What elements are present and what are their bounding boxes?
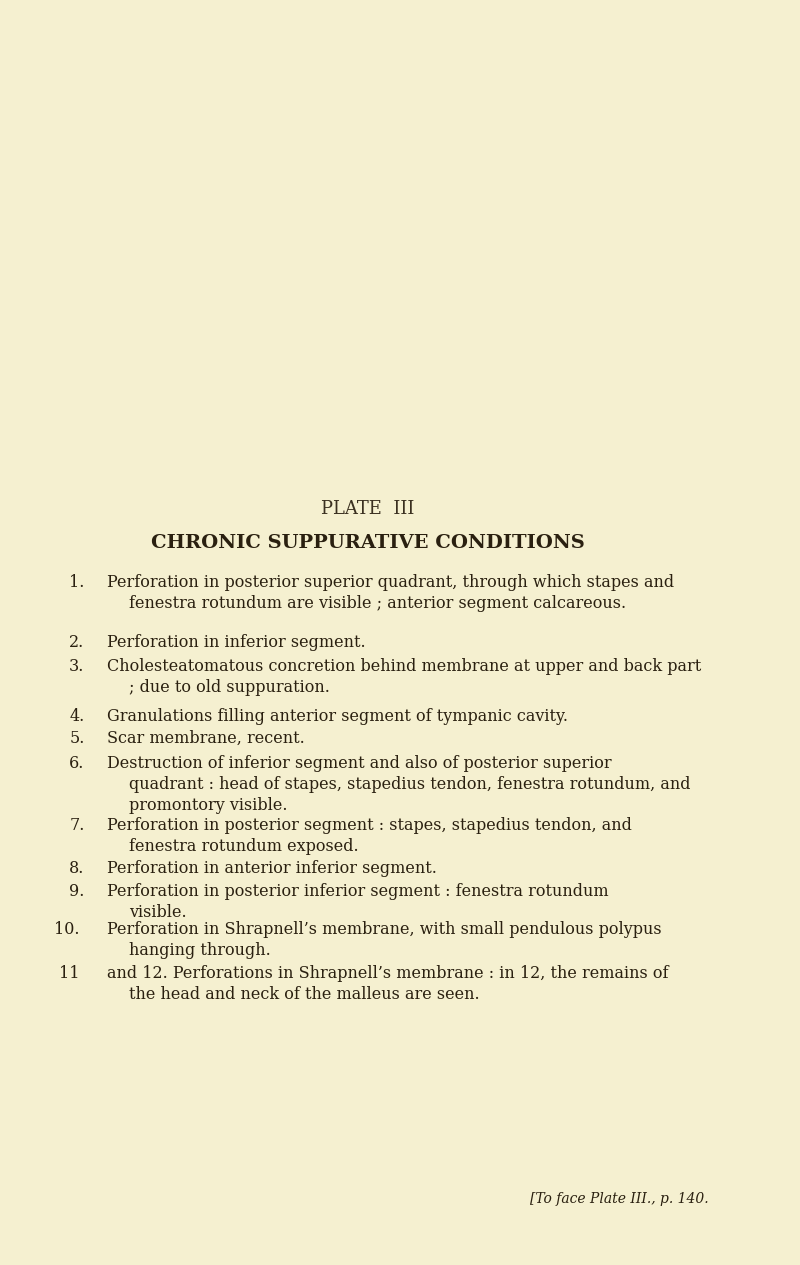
Text: 3.: 3. [70, 658, 85, 674]
Text: Perforation in Shrapnell’s membrane, with small pendulous polypus: Perforation in Shrapnell’s membrane, wit… [106, 921, 662, 937]
Text: hanging through.: hanging through. [129, 941, 270, 959]
Text: Perforation in anterior inferior segment.: Perforation in anterior inferior segment… [106, 860, 437, 877]
Text: 1.: 1. [70, 574, 85, 591]
Text: and 12. Perforations in Shrapnell’s membrane : in 12, the remains of: and 12. Perforations in Shrapnell’s memb… [106, 965, 668, 982]
Text: Scar membrane, recent.: Scar membrane, recent. [106, 730, 305, 746]
Text: 11: 11 [59, 965, 79, 982]
Text: 6.: 6. [70, 755, 85, 772]
Text: 8.: 8. [70, 860, 85, 877]
Text: 9.: 9. [70, 883, 85, 899]
Text: Perforation in posterior superior quadrant, through which stapes and: Perforation in posterior superior quadra… [106, 574, 674, 591]
Text: 4.: 4. [70, 708, 85, 725]
Text: visible.: visible. [129, 903, 186, 921]
Text: Granulations filling anterior segment of tympanic cavity.: Granulations filling anterior segment of… [106, 708, 568, 725]
Text: promontory visible.: promontory visible. [129, 797, 287, 813]
Text: 5.: 5. [70, 730, 85, 746]
Text: 7.: 7. [70, 817, 85, 834]
Text: 2.: 2. [70, 634, 85, 650]
Text: [To face Plate III., p. 140.: [To face Plate III., p. 140. [530, 1192, 709, 1206]
Text: 10.: 10. [54, 921, 79, 937]
Text: Perforation in posterior segment : stapes, stapedius tendon, and: Perforation in posterior segment : stape… [106, 817, 631, 834]
Text: Perforation in posterior inferior segment : fenestra rotundum: Perforation in posterior inferior segmen… [106, 883, 608, 899]
Text: ; due to old suppuration.: ; due to old suppuration. [129, 678, 330, 696]
Text: CHRONIC SUPPURATIVE CONDITIONS: CHRONIC SUPPURATIVE CONDITIONS [151, 534, 585, 552]
Text: Cholesteatomatous concretion behind membrane at upper and back part: Cholesteatomatous concretion behind memb… [106, 658, 701, 674]
Text: fenestra rotundum exposed.: fenestra rotundum exposed. [129, 839, 358, 855]
Text: Destruction of inferior segment and also of posterior superior: Destruction of inferior segment and also… [106, 755, 611, 772]
Text: Perforation in inferior segment.: Perforation in inferior segment. [106, 634, 366, 650]
Text: PLATE  III: PLATE III [322, 500, 414, 517]
Text: fenestra rotundum are visible ; anterior segment calcareous.: fenestra rotundum are visible ; anterior… [129, 595, 626, 612]
Text: quadrant : head of stapes, stapedius tendon, fenestra rotundum, and: quadrant : head of stapes, stapedius ten… [129, 775, 690, 793]
Text: the head and neck of the malleus are seen.: the head and neck of the malleus are see… [129, 987, 479, 1003]
